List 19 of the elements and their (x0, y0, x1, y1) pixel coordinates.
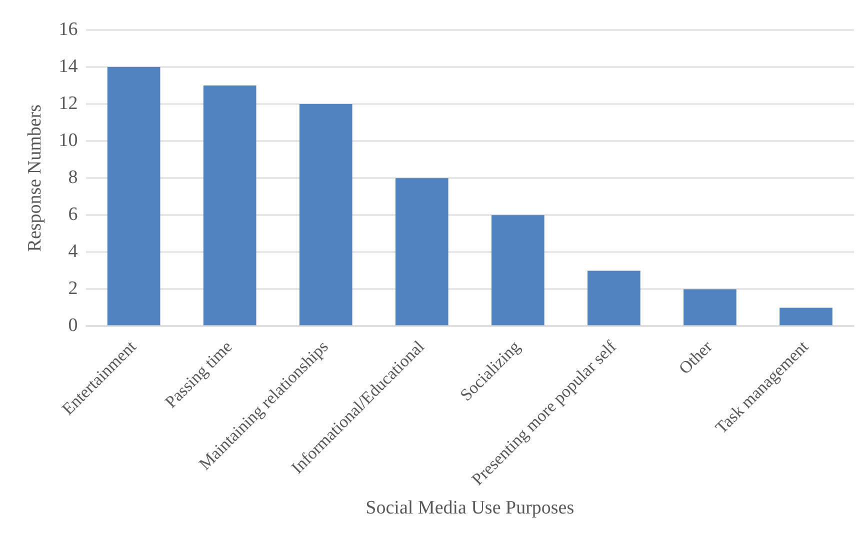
y-axis-title: Response Numbers (24, 104, 46, 252)
y-tick-label: 10 (58, 130, 78, 152)
bar (684, 289, 736, 326)
bar (588, 270, 640, 326)
y-tick-label: 8 (68, 167, 78, 188)
bar (203, 86, 256, 326)
y-tick-label: 16 (58, 18, 78, 40)
bar (780, 308, 832, 326)
bar (107, 67, 160, 326)
y-tick-label: 2 (68, 278, 78, 300)
bar (492, 215, 544, 326)
y-tick-label: 6 (68, 204, 78, 226)
bar (299, 104, 352, 326)
y-tick-label: 4 (68, 241, 78, 262)
bar (395, 178, 448, 326)
y-tick-label: 0 (68, 315, 78, 336)
y-tick-label: 12 (58, 93, 78, 114)
x-axis-title: Social Media Use Purposes (366, 498, 574, 519)
y-tick-label: 14 (58, 56, 78, 78)
